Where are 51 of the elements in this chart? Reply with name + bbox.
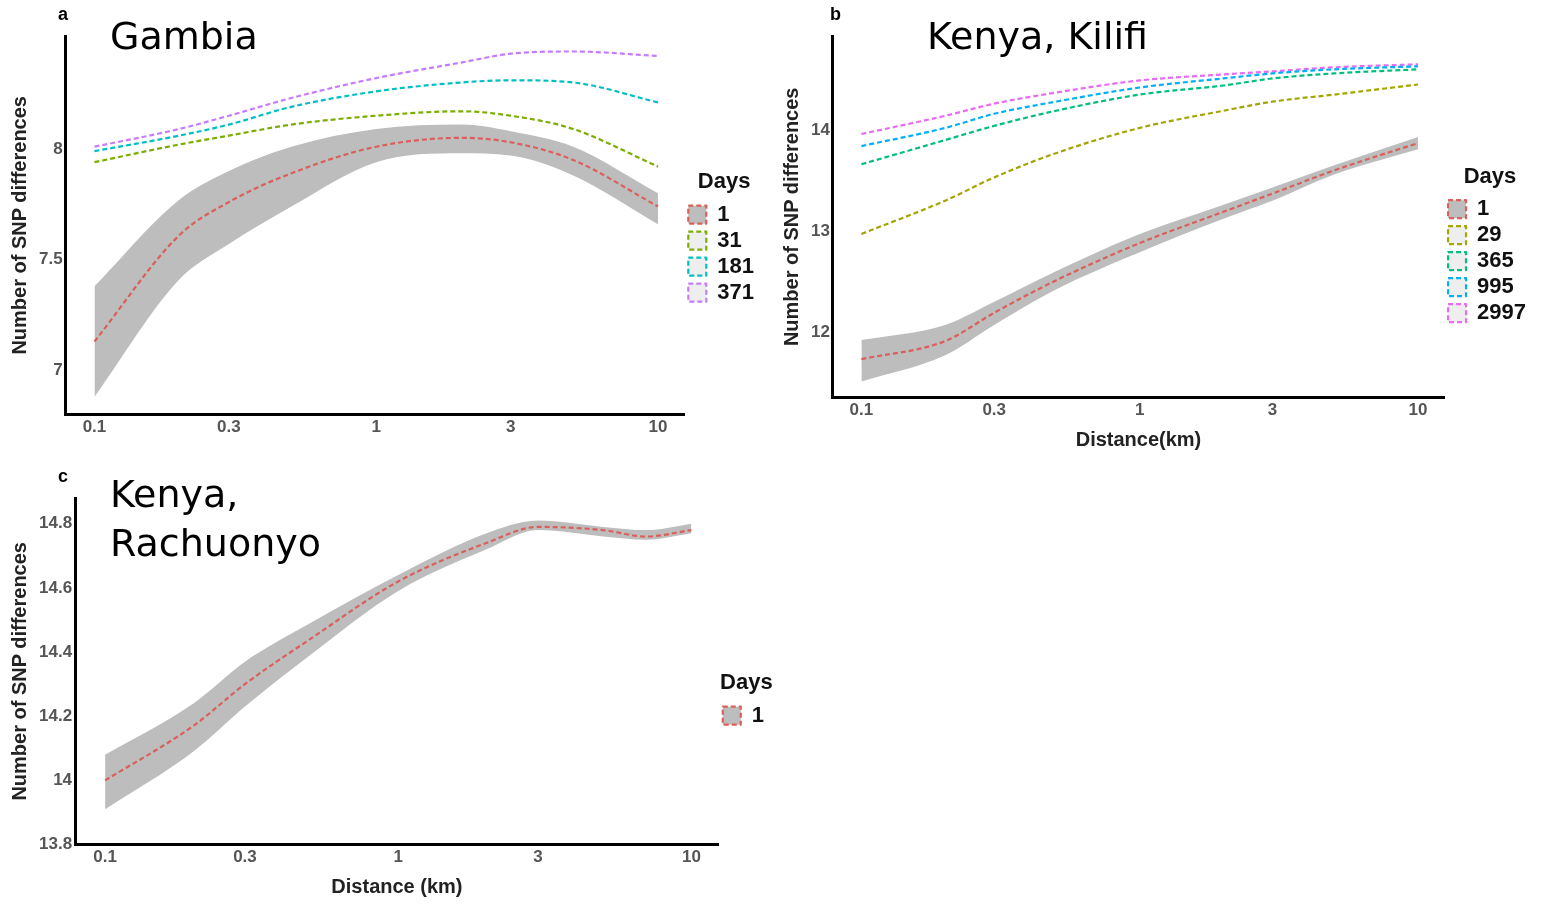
y-tick-label: 14.6 [38, 577, 73, 597]
x-tick-label: 0.1 [82, 417, 107, 437]
legend-label: 1 [751, 701, 765, 727]
legend-title: Days [697, 168, 751, 194]
legend-title: Days [1463, 162, 1517, 188]
text: b [830, 4, 841, 25]
y-tick-label: 13.8 [38, 834, 73, 854]
y-tick-label: 7 [53, 360, 63, 380]
y-tick-label: 8 [53, 138, 63, 158]
x-axis-title: Distance(km) [1075, 427, 1202, 450]
legend-label: 371 [717, 278, 755, 304]
x-tick-label: 0.3 [982, 400, 1007, 420]
x-tick-label: 3 [533, 847, 543, 867]
x-tick-label: 10 [648, 417, 668, 437]
x-tick-label: 3 [1267, 400, 1278, 420]
x-axis-title: Distance (km) [331, 874, 463, 897]
legend-label: 1 [717, 200, 730, 226]
x-tick-label: 0.1 [849, 400, 874, 420]
x-tick-label: 0.3 [217, 417, 241, 437]
y-tick-label: 14.2 [38, 705, 73, 725]
y-axis-title: Number of SNP differences [7, 542, 30, 801]
y-axis-title: Number of SNP differences [7, 96, 30, 355]
y-axis-title: Number of SNP differences [779, 87, 802, 347]
legend-label: 2997 [1477, 299, 1527, 325]
legend-label: 365 [1477, 247, 1514, 273]
x-tick-label: 1 [393, 847, 403, 867]
legend-label: 31 [717, 226, 742, 252]
text: a [58, 4, 69, 25]
legend-title: Days [720, 669, 773, 695]
chart-title: Kenya, Kilifi [927, 13, 1148, 60]
chart-title: Gambia [110, 13, 258, 60]
y-tick-label: 13 [810, 220, 830, 240]
y-tick-label: 14.4 [38, 641, 73, 661]
x-tick-label: 0.3 [233, 847, 257, 867]
legend-label: 181 [717, 252, 755, 278]
x-tick-label: 3 [505, 417, 516, 437]
x-tick-label: 10 [1408, 400, 1428, 420]
x-tick-label: 0.1 [93, 847, 117, 867]
text: c [58, 466, 69, 487]
legend-label: 995 [1477, 273, 1514, 299]
y-tick-label: 14.8 [38, 513, 73, 533]
y-tick-label: 7.5 [38, 249, 63, 269]
legend-label: 1 [1477, 195, 1490, 221]
x-tick-label: 1 [371, 417, 381, 437]
y-tick-label: 14 [53, 770, 73, 790]
legend-label: 29 [1477, 221, 1502, 247]
y-tick-label: 12 [810, 321, 830, 341]
chart-title: Kenya, Rachuonyo [110, 471, 322, 568]
x-tick-label: 10 [681, 847, 701, 867]
x-tick-label: 1 [1135, 400, 1145, 420]
y-tick-label: 14 [810, 119, 831, 139]
